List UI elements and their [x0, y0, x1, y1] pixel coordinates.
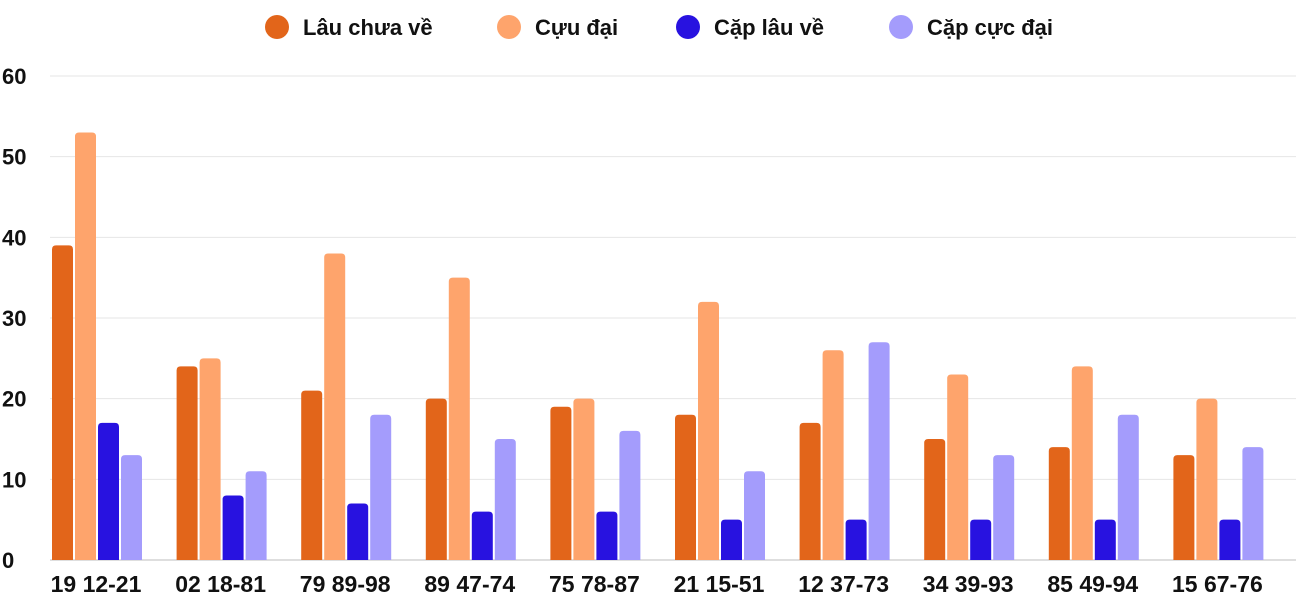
y-tick-label: 50 — [2, 145, 26, 170]
bar-2-3 — [324, 253, 346, 560]
bar-4-8 — [993, 455, 1015, 560]
x-tick-label: 85 49-94 — [1047, 571, 1138, 597]
bar-3-10 — [1219, 519, 1241, 560]
bar-1-7 — [799, 422, 821, 560]
y-tick-label: 30 — [2, 306, 26, 331]
bar-1-2 — [176, 366, 198, 560]
x-tick-label: 19 12-21 — [51, 571, 142, 597]
legend-swatch — [676, 15, 700, 39]
bar-4-5 — [619, 430, 641, 560]
bar-2-4 — [448, 277, 470, 560]
bar-1-6 — [675, 414, 696, 560]
x-tick-label: 21 15-51 — [674, 571, 765, 597]
legend-swatch — [889, 15, 913, 39]
bar-3-9 — [1094, 519, 1116, 560]
x-tick-label: 12 37-73 — [798, 571, 889, 597]
bar-2-1 — [75, 132, 96, 560]
bar-4-10 — [1242, 447, 1264, 560]
bar-4-2 — [245, 471, 267, 560]
y-axis-ticks: 0 10 20 30 40 50 60 — [2, 64, 26, 573]
bar-3-4 — [471, 511, 493, 560]
bar-2-2 — [199, 358, 221, 560]
bar-1-1 — [52, 245, 73, 560]
x-tick-label: 75 78-87 — [549, 571, 640, 597]
bar-4-7 — [868, 342, 890, 560]
x-tick-label: 02 18-81 — [175, 571, 266, 597]
x-tick-label: 89 47-74 — [424, 571, 515, 597]
legend: Lâu chưa về Cựu đại Cặp lâu về Cặp cực đại — [265, 15, 1053, 40]
bar-3-7 — [845, 519, 867, 560]
y-tick-label: 60 — [2, 64, 26, 89]
bar-1-5 — [550, 406, 572, 560]
bar-1-9 — [1048, 447, 1070, 560]
bar-2-9 — [1071, 366, 1093, 560]
y-tick-label: 10 — [2, 467, 26, 492]
legend-label: Cặp lâu về — [714, 15, 824, 40]
y-tick-label: 40 — [2, 225, 26, 250]
y-tick-label: 20 — [2, 387, 26, 412]
x-tick-label: 79 89-98 — [300, 571, 391, 597]
bar-1-8 — [924, 439, 946, 560]
bar-3-1 — [98, 422, 119, 560]
bar-1-10 — [1173, 455, 1195, 560]
bar-4-3 — [370, 414, 392, 560]
x-axis-labels: 19 12-21 02 18-81 79 89-98 89 47-74 75 78-87… — [51, 571, 1263, 597]
bar-2-7 — [822, 350, 844, 560]
bar-3-5 — [596, 511, 618, 560]
bar-3-6 — [721, 519, 742, 560]
legend-label: Cựu đại — [535, 15, 618, 40]
bar-3-2 — [222, 495, 244, 560]
bar-3-8 — [970, 519, 992, 560]
bar-3-3 — [347, 503, 369, 560]
x-tick-label: 15 67-76 — [1172, 571, 1263, 597]
bar-4-1 — [121, 455, 142, 560]
bar-2-5 — [573, 398, 595, 560]
bar-1-4 — [425, 398, 447, 560]
legend-label: Lâu chưa về — [303, 15, 433, 40]
bar-1-3 — [301, 390, 323, 560]
x-tick-label: 34 39-93 — [923, 571, 1014, 597]
legend-swatch — [265, 15, 289, 39]
bars — [52, 132, 1264, 560]
bar-2-8 — [947, 374, 969, 560]
gridlines — [50, 75, 1296, 561]
legend-label: Cặp cực đại — [927, 15, 1053, 40]
bar-2-6 — [698, 301, 719, 560]
y-tick-label: 0 — [2, 548, 14, 573]
bar-4-6 — [744, 471, 765, 560]
bar-2-10 — [1196, 398, 1218, 560]
legend-swatch — [497, 15, 521, 39]
bar-4-4 — [494, 439, 516, 560]
bar-4-9 — [1117, 414, 1139, 560]
